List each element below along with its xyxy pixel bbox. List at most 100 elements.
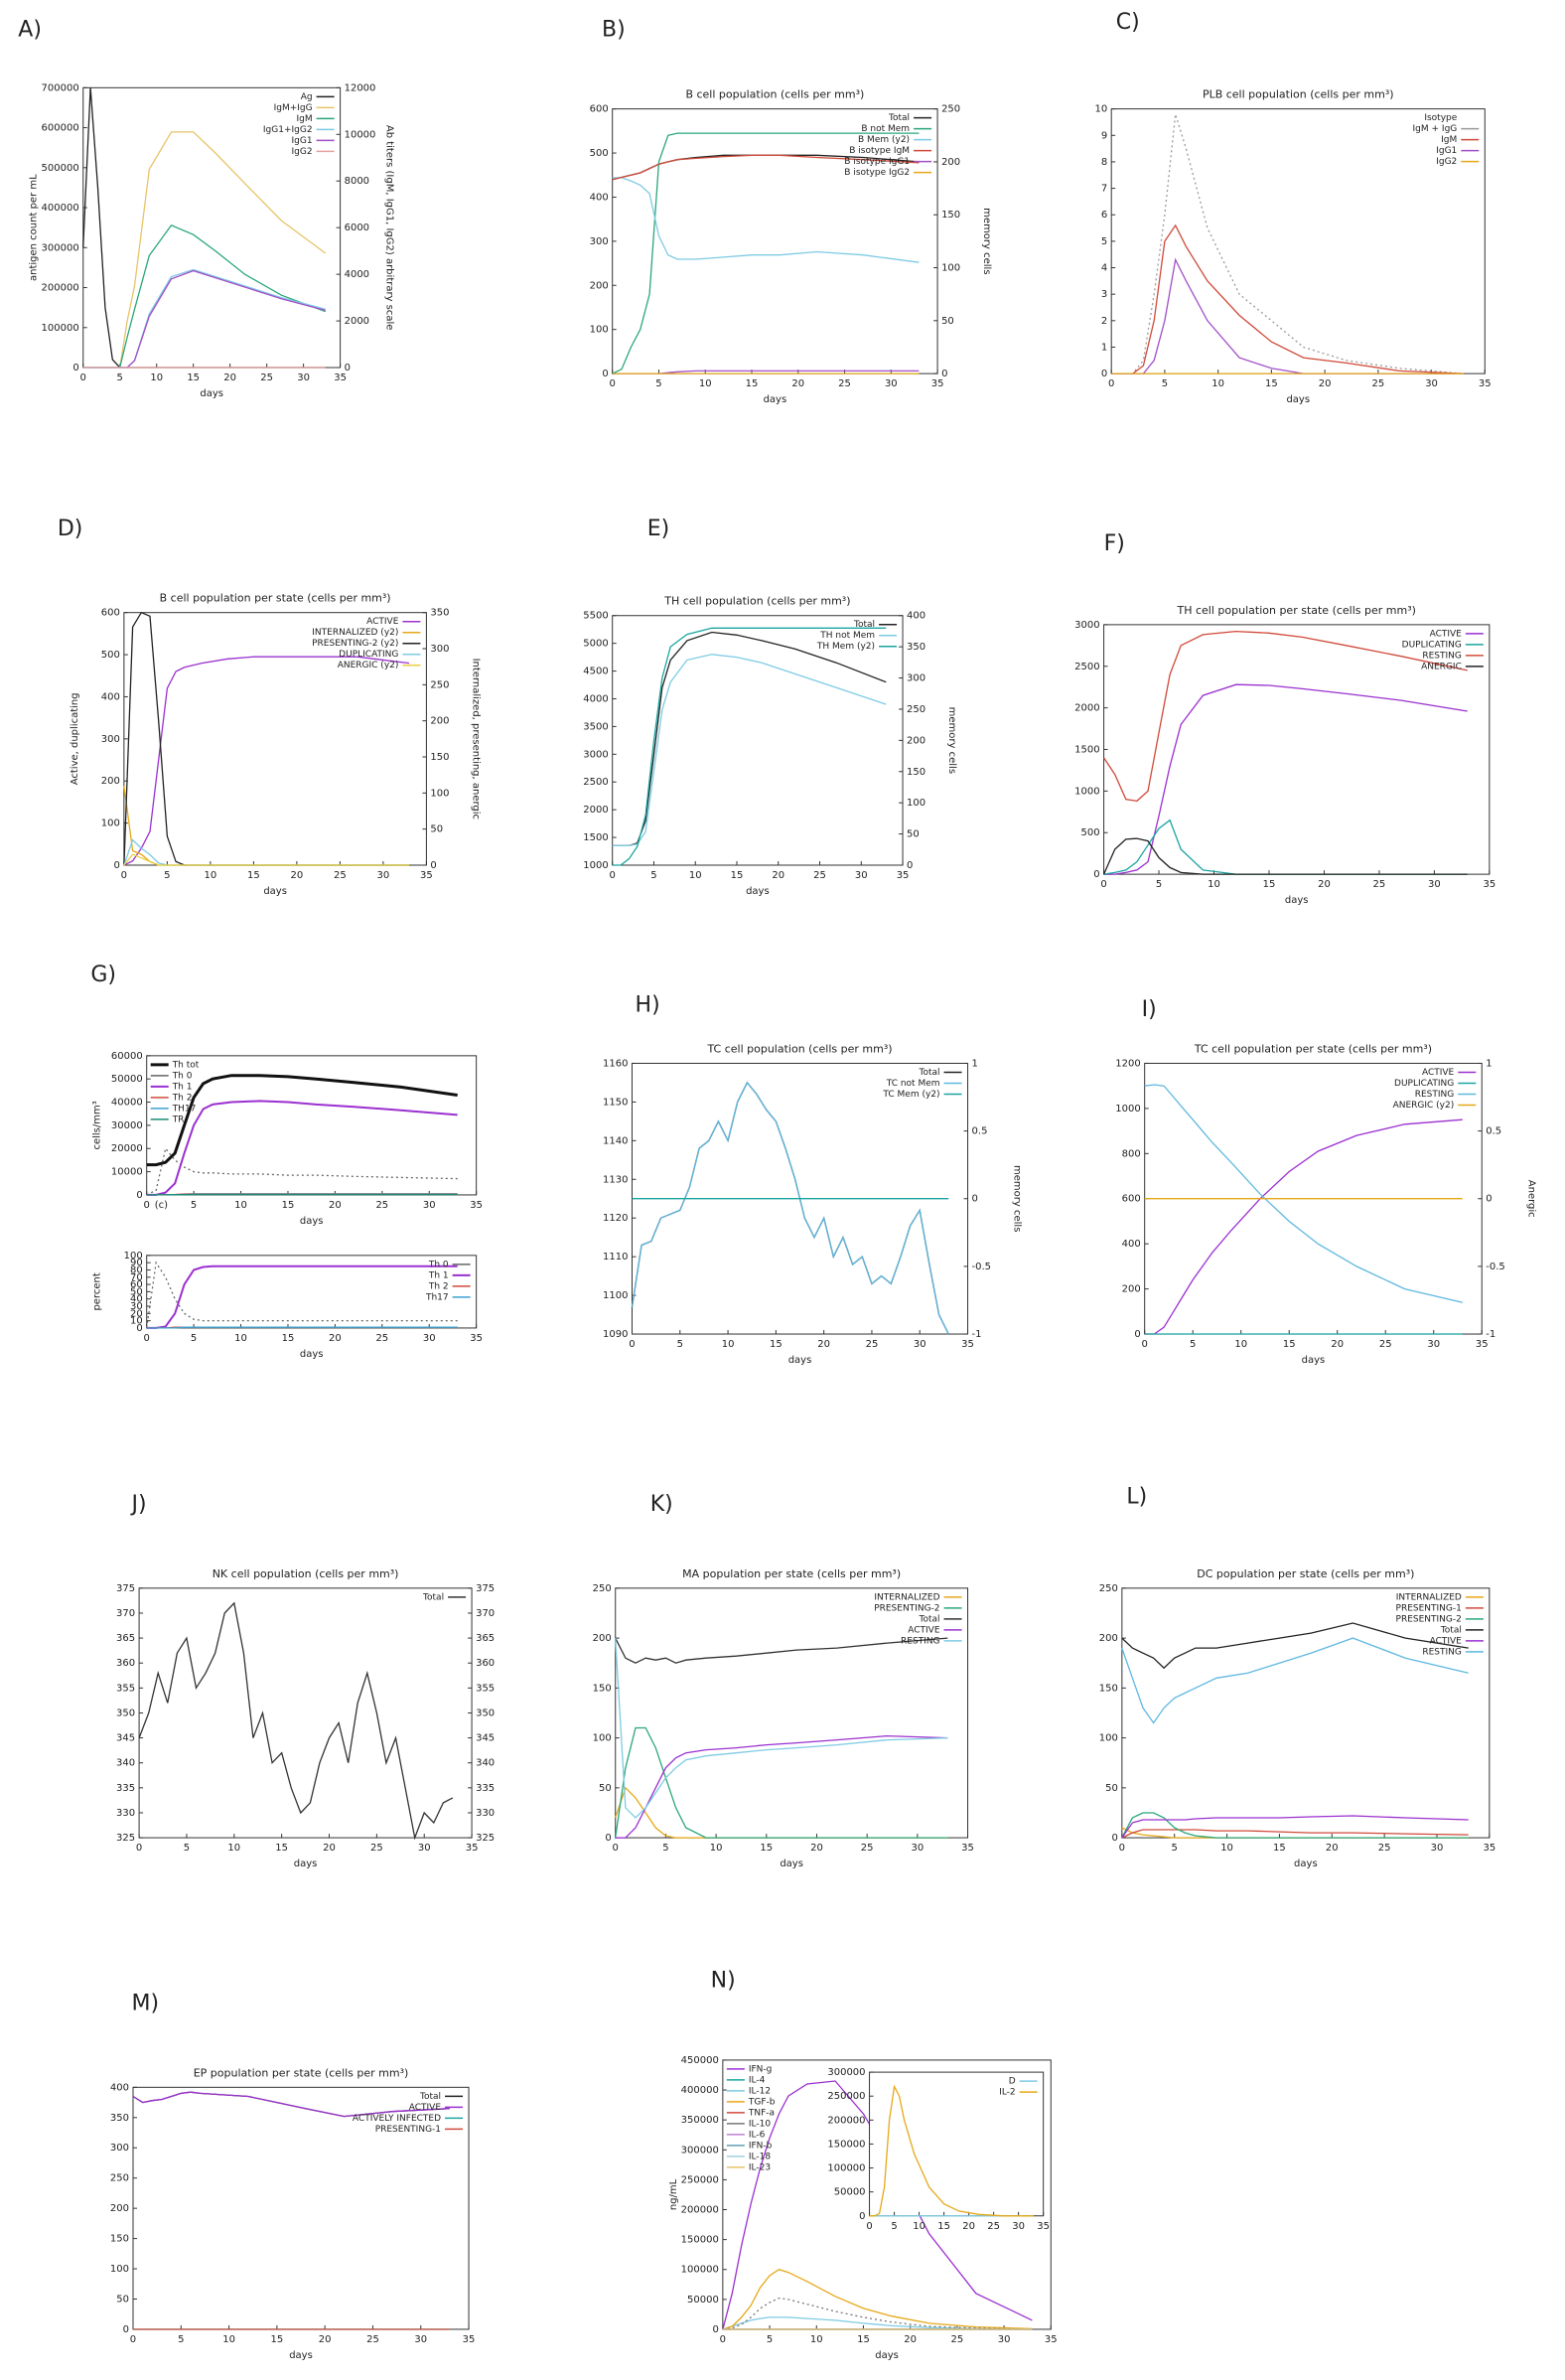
legend-label: TR — [172, 1115, 185, 1124]
x-tick-label: 0 — [610, 870, 616, 881]
legend-label: B Mem (y2) — [858, 135, 910, 145]
x-tick-label: 25 — [375, 1333, 388, 1344]
x-tick-label: 5 — [662, 1843, 668, 1854]
y-tick-label: 6 — [1101, 210, 1107, 221]
plot-frame — [1103, 624, 1491, 875]
y2-tick-label: 0 — [345, 363, 351, 373]
y-tick-label: 1 — [1101, 342, 1107, 353]
plot-frame — [138, 1587, 473, 1839]
x-tick-label: 35 — [420, 870, 433, 881]
plot-frame — [615, 1587, 969, 1839]
panel-label: A) — [18, 17, 42, 42]
y-tick-label: 0 — [1111, 1833, 1117, 1844]
y-tick-label: 100000 — [681, 2265, 719, 2276]
x-tick-label: 35 — [466, 1843, 479, 1854]
y-tick-label: 400000 — [42, 203, 79, 214]
legend-title: Isotype — [1424, 113, 1457, 123]
y-tick-label: 50000 — [111, 1074, 143, 1085]
series-line — [1121, 1815, 1469, 1839]
legend-label: RESTING — [1422, 1647, 1462, 1657]
y-tick-label: 20000 — [111, 1143, 143, 1154]
y-axis-label: antigen count per mL — [29, 174, 40, 281]
y-tick-label: 0 — [136, 1190, 142, 1201]
y2-tick-label: 200 — [941, 157, 960, 168]
chart-title: TC cell population per state (cells per … — [1194, 1042, 1432, 1055]
x-tick-label: 10 — [150, 372, 163, 383]
y2-tick-label: 50 — [941, 316, 954, 327]
legend-label: Th 0 — [428, 1260, 449, 1269]
y-tick-label: 335 — [116, 1783, 135, 1794]
y-tick-label: 1140 — [603, 1135, 628, 1146]
chart-title: PLB cell population (cells per mm³) — [1203, 88, 1394, 101]
y-tick-label: 150000 — [827, 2139, 865, 2150]
y2-tick-label: 150 — [430, 752, 449, 763]
legend-label: PRESENTING-1 — [1396, 1603, 1462, 1613]
y-tick-label: 450000 — [681, 2055, 719, 2066]
x-tick-label: 30 — [1428, 879, 1441, 890]
y-tick-label: 100000 — [827, 2163, 865, 2174]
plot-frame — [869, 2071, 1045, 2217]
x-tick-label: 15 — [770, 1339, 782, 1350]
y2-tick-label: 0 — [1486, 1194, 1492, 1205]
y-tick-label: 0 — [72, 363, 78, 373]
y-tick-label: 250 — [1099, 1583, 1118, 1594]
x-tick-label: 5 — [677, 1339, 683, 1350]
legend-label: IgG1+IgG2 — [263, 125, 313, 135]
legend-label: TGF-b — [748, 2097, 776, 2107]
x-tick-label: 5 — [164, 870, 170, 881]
y-tick-label: 500 — [590, 148, 609, 159]
y-tick-label: 80 — [130, 1264, 143, 1275]
x-tick-label: 0 — [720, 2334, 726, 2345]
series-line — [1111, 113, 1464, 374]
y2-tick-label: -1 — [972, 1329, 982, 1340]
x-axis-label: days — [289, 2350, 313, 2361]
y-tick-label: 350 — [110, 2113, 129, 2124]
y-tick-label: 1150 — [603, 1097, 628, 1108]
legend-label: ACTIVE — [1430, 1636, 1463, 1646]
y-tick-label: 50000 — [834, 2187, 866, 2198]
y-tick-label: 5500 — [583, 611, 608, 622]
x-axis-label: days — [1294, 1859, 1318, 1869]
x-tick-label: 20 — [319, 2334, 332, 2345]
y2-tick-label: 0 — [430, 860, 436, 871]
y2-tick-label: 0.5 — [972, 1126, 988, 1137]
legend-label: B not Mem — [861, 124, 910, 134]
plot-frame — [612, 615, 904, 866]
x-tick-label: 30 — [423, 1333, 436, 1344]
series-line — [615, 1637, 948, 1664]
series-line — [1121, 1829, 1469, 1839]
y2-tick-label: 350 — [907, 642, 925, 653]
y-tick-label: 50 — [599, 1783, 612, 1794]
x-axis-label: days — [764, 394, 787, 405]
y-tick-label: 2500 — [1074, 662, 1099, 672]
y-tick-label: 500 — [1080, 827, 1099, 838]
panel-label: H) — [636, 993, 660, 1018]
legend-label: Th17 — [425, 1292, 449, 1302]
legend-label: IL-23 — [749, 2162, 771, 2172]
y-tick-label: 200000 — [42, 283, 79, 294]
x-tick-label: 25 — [861, 1843, 874, 1854]
x-tick-label: 25 — [334, 870, 347, 881]
y2-tick-label: 12000 — [345, 82, 376, 93]
legend-label: IL-18 — [749, 2152, 771, 2161]
x-tick-label: 20 — [291, 870, 304, 881]
series-line — [146, 1074, 458, 1167]
y-tick-label: 325 — [116, 1833, 135, 1844]
y-tick-label: 7 — [1101, 184, 1107, 195]
x-tick-label: 5 — [767, 2334, 773, 2345]
y-tick-label: 4 — [1101, 263, 1107, 274]
y-tick-label: 3000 — [583, 749, 608, 760]
legend-label: Th tot — [172, 1060, 200, 1070]
legend-label: ACTIVE — [366, 617, 399, 627]
x-tick-label: 10 — [227, 1843, 240, 1854]
x-axis-label: days — [1302, 1355, 1326, 1366]
y-axis-label: percent — [92, 1272, 103, 1310]
y2-axis-label: memory cells — [1012, 1165, 1023, 1232]
x-tick-label: 10 — [689, 870, 702, 881]
y-tick-label: 600 — [1122, 1194, 1141, 1205]
y-tick-label: 400 — [1122, 1239, 1141, 1250]
y-tick-label: 2 — [1101, 316, 1107, 327]
x-tick-label: 20 — [1319, 378, 1332, 389]
